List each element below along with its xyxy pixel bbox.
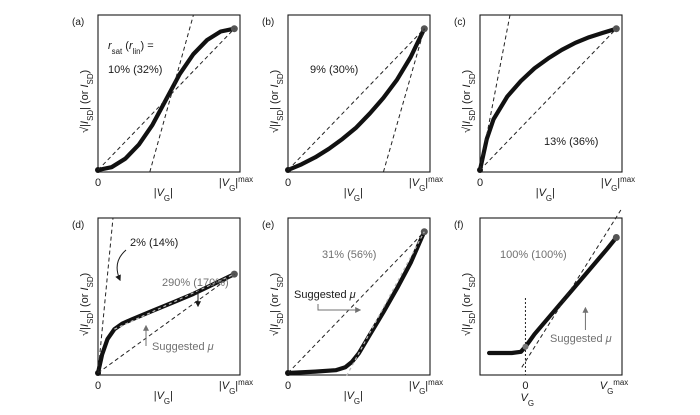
panel-b: (b) √|ISD| (or ISD) 9% (30%) 0 |VG| |VG|max <box>262 14 443 203</box>
panel-f: (f) √|ISD| (or ISD) Suggested μ 100% (100%)… <box>454 209 628 408</box>
panel-c: (c) √|ISD| (or ISD) 13% (36%) 0 |VG| |VG|max <box>454 14 635 203</box>
tangent-line <box>97 217 114 374</box>
x-axis-label: VG <box>521 392 535 408</box>
ratio-label: 100% (100%) <box>500 249 567 261</box>
tangent-line <box>149 14 194 173</box>
x-axis-label: |VG| <box>344 187 363 203</box>
tangent-line <box>479 14 511 171</box>
annotation-text: Suggested μ <box>152 341 214 353</box>
secant-line <box>287 28 425 171</box>
fit-line <box>114 273 235 330</box>
panel-frame <box>97 217 241 376</box>
panel-tag: (a) <box>72 17 84 28</box>
ratio-header: rsat (rlin) = <box>108 40 154 56</box>
panel-frame <box>97 14 241 173</box>
ratio-label: 2% (14%) <box>130 237 178 249</box>
panel-d: (d) √|ISD| (or ISD) 2% (14%) 290% (170%) Sug… <box>72 217 253 406</box>
x-max-label: |VG|max <box>409 175 443 193</box>
data-curve <box>285 26 427 173</box>
secant-line <box>479 28 617 171</box>
x-origin-label: 0 <box>285 177 291 189</box>
y-axis-label: √|ISD| (or ISD) <box>269 273 285 336</box>
panel-tag: (d) <box>72 220 84 231</box>
x-origin-label: 0 <box>95 380 101 392</box>
annotation-arrow <box>317 304 362 313</box>
x-axis-label: |VG| <box>536 187 555 203</box>
panel-tag: (b) <box>262 17 274 28</box>
y-axis-label: √|ISD| (or ISD) <box>269 70 285 133</box>
secant-line <box>97 273 235 374</box>
ratio-label: 290% (170%) <box>162 277 229 289</box>
panel-frame <box>479 14 623 173</box>
panel-e: (e) √|ISD| (or ISD) Suggested μ 31% (56%) 0 |… <box>262 217 443 406</box>
x-max-label: |VG|max <box>219 175 253 193</box>
x-axis-label: |VG| <box>154 390 173 406</box>
x-origin-label: 0 <box>285 380 291 392</box>
x-max-label: |VG|max <box>601 175 635 193</box>
threshold-point <box>522 343 529 350</box>
ratio-label: 10% (32%) <box>108 64 162 76</box>
tangent-line <box>382 28 425 173</box>
annotation-text: Suggested μ <box>294 289 356 301</box>
panel-frame <box>479 217 623 376</box>
annotation-text: Suggested μ <box>550 333 612 345</box>
data-curve <box>487 235 619 356</box>
secant-line <box>287 231 425 374</box>
y-axis-label: √|ISD| (or ISD) <box>461 70 477 133</box>
panel-a: (a) √|ISD| (or ISD) rsat (rlin) = 10% (32%)… <box>72 14 253 203</box>
x-origin-label: 0 <box>95 177 101 189</box>
secant-line <box>97 28 235 171</box>
data-curve <box>95 272 237 376</box>
x-origin-label: 0 <box>477 177 483 189</box>
y-axis-label: √|ISD| (or ISD) <box>79 70 95 133</box>
panel-tag: (f) <box>454 220 463 231</box>
data-curve <box>477 26 619 173</box>
panel-frame <box>287 217 431 376</box>
extrapolation-line <box>521 209 622 368</box>
panel-frame <box>287 14 431 173</box>
x-axis-label: |VG| <box>344 390 363 406</box>
x-max-label: VGmax <box>600 378 628 396</box>
panel-tag: (e) <box>262 220 274 231</box>
x-max-label: |VG|max <box>219 378 253 396</box>
y-axis-label: √|ISD| (or ISD) <box>79 273 95 336</box>
x-axis-label: |VG| <box>154 187 173 203</box>
max-point <box>612 233 620 241</box>
y-axis-label: √|ISD| (or ISD) <box>461 273 477 336</box>
panel-tag: (c) <box>454 17 466 28</box>
ratio-label: 13% (36%) <box>544 136 598 148</box>
x-origin-label: 0 <box>522 380 528 392</box>
ratio-label: 31% (56%) <box>322 249 376 261</box>
annotation-arrow <box>115 249 127 282</box>
ratio-label: 9% (30%) <box>310 64 358 76</box>
x-max-label: |VG|max <box>409 378 443 396</box>
